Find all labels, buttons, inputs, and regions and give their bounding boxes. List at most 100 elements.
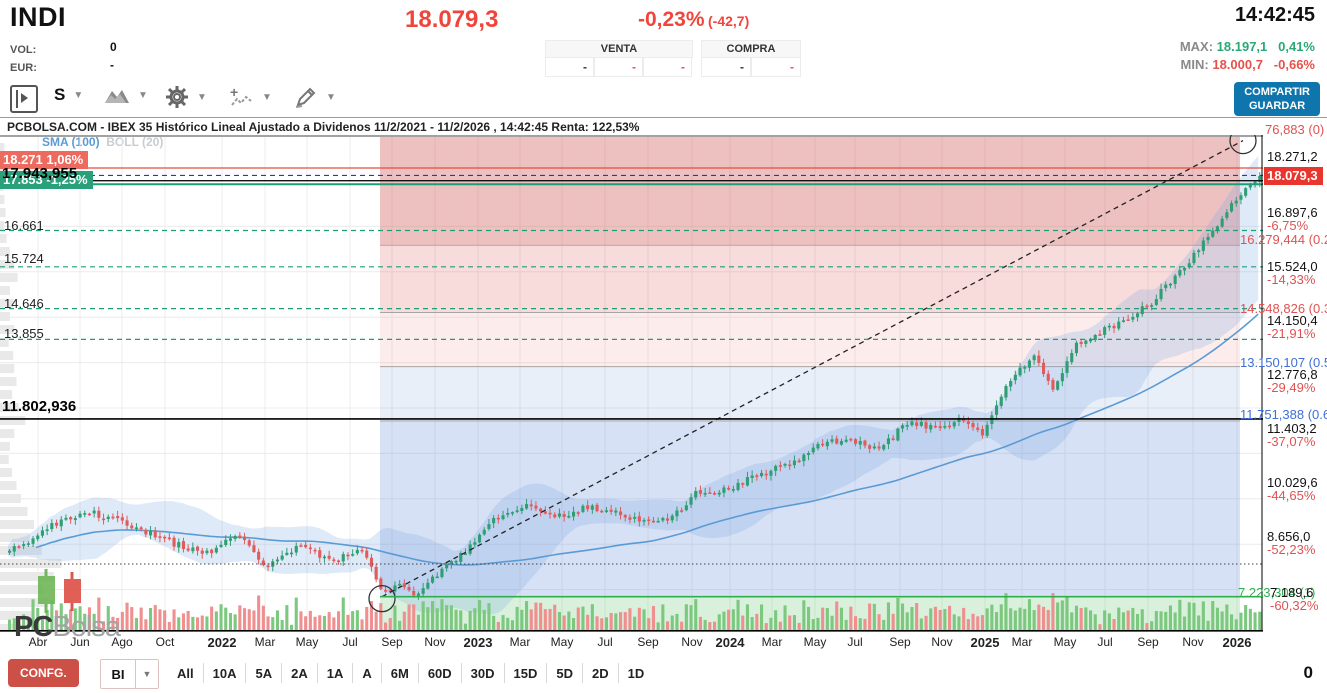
price-level-label: 11.403,2 xyxy=(1267,421,1317,436)
venta-header: VENTA xyxy=(545,40,693,58)
chevron-down-icon: ▼ xyxy=(73,89,84,101)
price-level-label: -60,32% xyxy=(1270,598,1319,613)
svg-text:+: + xyxy=(230,85,238,100)
quote-cell: - xyxy=(594,58,643,77)
range-button-6m[interactable]: 6M xyxy=(380,663,418,683)
price-level-label: 16.661 xyxy=(4,218,44,233)
bollinger-legend-label[interactable]: BOLL (20) xyxy=(106,135,164,149)
share-save-button[interactable]: COMPARTIR GUARDAR xyxy=(1234,82,1320,116)
range-button-2a[interactable]: 2A xyxy=(281,663,317,683)
x-tick-month: Sep xyxy=(637,635,659,649)
trendline-end-handle[interactable] xyxy=(1229,135,1257,155)
price-level-label: 18.079,3 xyxy=(1264,167,1323,185)
price-level-label: 18.271,2 xyxy=(1267,149,1318,164)
x-tick-month: Nov xyxy=(1182,635,1204,649)
venta-compra-panel: VENTA --- COMPRA -- xyxy=(545,40,801,77)
symbol-title: INDI xyxy=(10,2,66,32)
config-button[interactable]: CONFG. xyxy=(8,659,79,687)
price-level-label: 17.853 -1,25% xyxy=(0,171,93,189)
trendline-start-handle[interactable] xyxy=(368,585,396,613)
price-level-label: -44,65% xyxy=(1267,488,1316,503)
series-type-dropdown[interactable]: S ▼ xyxy=(54,85,83,105)
max-min-panel: MAX: 18.197,1 0,41% MIN: 18.000,7 -0,66% xyxy=(1180,38,1315,74)
x-tick-month: Sep xyxy=(1137,635,1159,649)
quote-cell: - xyxy=(643,58,692,77)
last-price: 18.079,3 xyxy=(405,6,499,33)
price-level-label: 14.548,826 (0.3 xyxy=(1240,301,1327,316)
x-tick-month: Jul xyxy=(342,635,358,649)
x-tick-month: Mar xyxy=(254,635,276,649)
range-button-all[interactable]: All xyxy=(168,663,203,683)
notification-counter: 0 xyxy=(1303,663,1313,682)
x-tick-year: 2024 xyxy=(715,635,745,650)
fib-zones xyxy=(380,137,1240,631)
interval-dropdown[interactable]: BI ▼ xyxy=(100,659,159,689)
price-level-label: 12.776,8 xyxy=(1267,367,1318,382)
x-tick-month: May xyxy=(1053,635,1077,649)
change-percent: -0,23% xyxy=(638,8,705,31)
range-button-10a[interactable]: 10A xyxy=(202,663,246,683)
range-button-15d[interactable]: 15D xyxy=(503,663,547,683)
max-value: 18.197,1 xyxy=(1216,39,1268,54)
price-level-label: 7.189,6 xyxy=(1270,585,1314,600)
sma-legend-label[interactable]: SMA (100) xyxy=(42,135,100,149)
x-tick-month: Mar xyxy=(1011,635,1033,649)
x-tick-month: Oct xyxy=(155,635,175,649)
range-button-5a[interactable]: 5A xyxy=(245,663,281,683)
x-tick-month: Sep xyxy=(381,635,403,649)
range-button-1d[interactable]: 1D xyxy=(617,663,654,683)
vol-value: 0 xyxy=(110,40,117,54)
vol-row: VOL: 0 xyxy=(10,40,117,58)
x-tick-month: Ago xyxy=(111,635,133,649)
vol-label: VOL: xyxy=(10,44,37,56)
draw-tools-dropdown[interactable]: ▼ xyxy=(294,85,336,109)
watermark-light: Bolsa xyxy=(52,611,121,643)
price-level-label: 7.223,304 (1) xyxy=(1238,585,1316,600)
price-level-label: 8.656,0 xyxy=(1267,529,1311,544)
price-level-label: -14,33% xyxy=(1267,272,1316,287)
price-plot[interactable] xyxy=(0,135,1263,632)
x-tick-month: Nov xyxy=(931,635,953,649)
quote-cell: - xyxy=(545,58,594,77)
chart-area[interactable]: PCBOLSA.COM - IBEX 35 Histórico Lineal A… xyxy=(0,117,1327,656)
price-level-label: -52,23% xyxy=(1267,542,1316,557)
range-button-2d[interactable]: 2D xyxy=(582,663,618,683)
add-indicator-icon: + xyxy=(230,85,252,106)
x-tick-month: Jul xyxy=(847,635,863,649)
panel-toggle-button[interactable] xyxy=(10,85,38,113)
price-level-label: 11.802,936 xyxy=(2,398,77,415)
min-label: MIN: xyxy=(1180,57,1209,72)
clock: 14:42:45 xyxy=(1234,4,1315,26)
trendline[interactable] xyxy=(381,140,1244,598)
price-level-label: -37,07% xyxy=(1267,434,1316,449)
range-button-30d[interactable]: 30D xyxy=(460,663,504,683)
interval-value: BI xyxy=(111,666,125,682)
range-button-1a[interactable]: 1A xyxy=(316,663,353,683)
x-tick-month: May xyxy=(803,635,827,649)
chevron-down-icon: ▼ xyxy=(138,89,148,101)
range-button-60d[interactable]: 60D xyxy=(417,663,461,683)
x-axis: Abr Jun Ago Oct 2022 Mar May Jul Sep Nov 2023 Mar Ma… xyxy=(0,632,1263,656)
max-row: MAX: 18.197,1 0,41% xyxy=(1180,38,1315,56)
add-indicator-dropdown[interactable]: + ▼ xyxy=(228,85,272,109)
candlestick-series xyxy=(8,172,1262,600)
x-tick-year: 2023 xyxy=(463,635,493,650)
x-tick-year: 2022 xyxy=(207,635,237,650)
settings-dropdown[interactable]: ▼ xyxy=(165,85,207,109)
x-tick-month: Jul xyxy=(597,635,613,649)
quote-cell: - xyxy=(751,58,801,77)
price-level-label: 15.724 xyxy=(4,251,44,266)
chart-style-dropdown[interactable]: ▼ xyxy=(104,85,148,105)
chevron-down-icon: ▼ xyxy=(135,660,158,688)
chevron-down-icon: ▼ xyxy=(197,91,207,103)
share-label: COMPARTIR xyxy=(1244,86,1310,98)
price-level-label: 14.646 xyxy=(4,296,44,311)
price-level-label: 15.524,0 xyxy=(1267,259,1318,274)
range-button-a[interactable]: A xyxy=(352,663,380,683)
x-tick-year: 2025 xyxy=(970,635,1000,650)
x-tick-month: May xyxy=(550,635,574,649)
panel-toggle-icon xyxy=(10,85,38,113)
range-button-5d[interactable]: 5D xyxy=(546,663,582,683)
eur-value: - xyxy=(110,58,114,72)
